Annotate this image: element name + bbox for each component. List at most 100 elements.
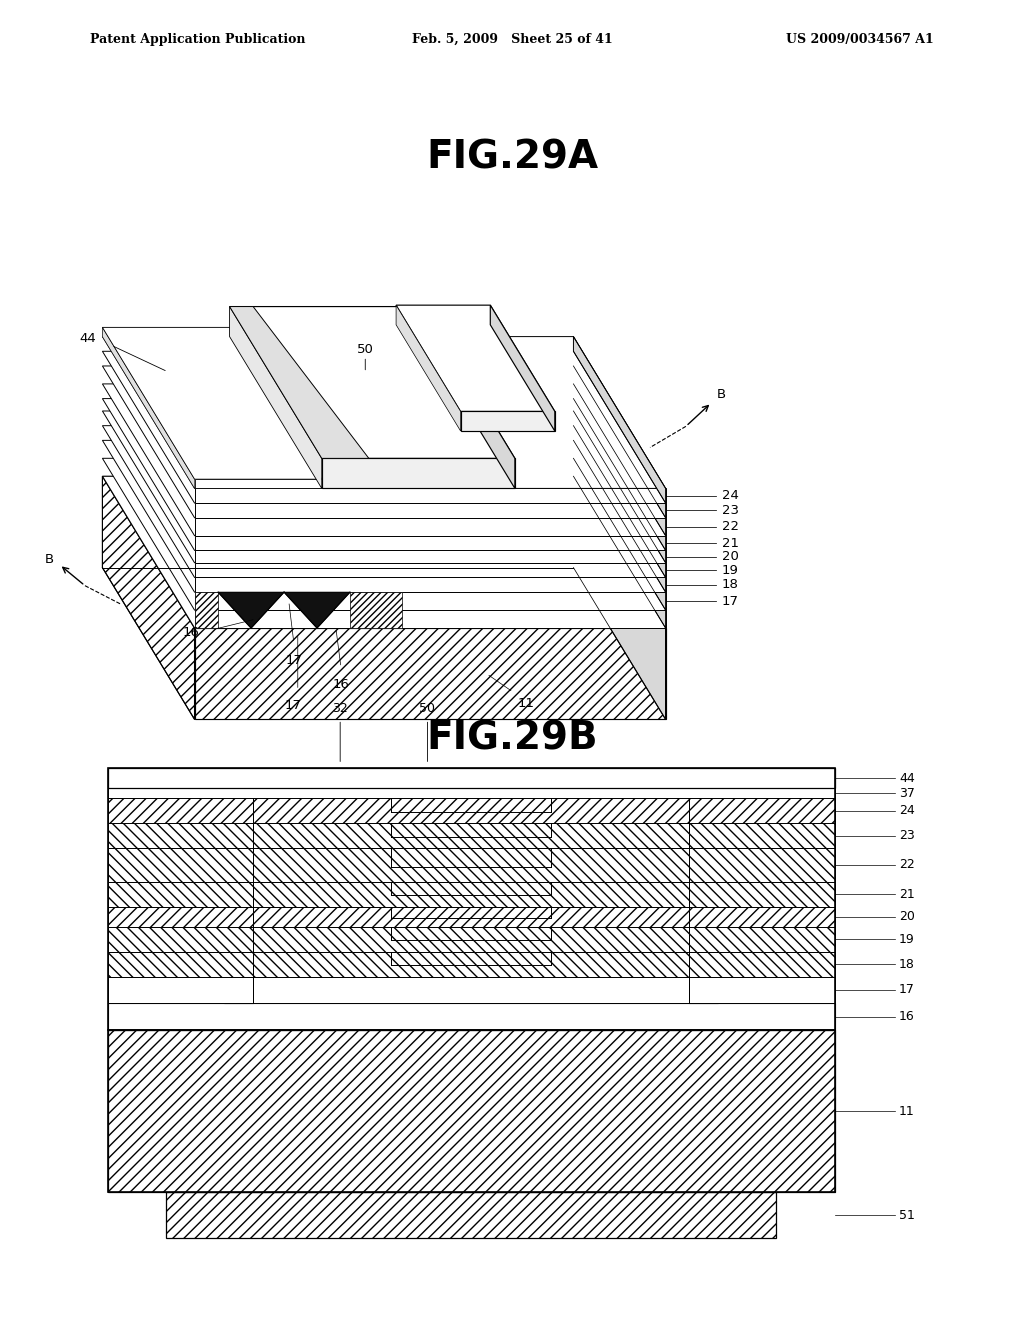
Polygon shape xyxy=(108,952,253,977)
Polygon shape xyxy=(689,952,835,977)
Text: 17: 17 xyxy=(284,700,301,713)
Polygon shape xyxy=(573,366,666,536)
Polygon shape xyxy=(229,306,515,458)
Text: Patent Application Publication: Patent Application Publication xyxy=(90,33,305,46)
Text: 19: 19 xyxy=(899,932,914,945)
Polygon shape xyxy=(102,384,666,536)
Text: 20: 20 xyxy=(899,909,915,923)
Polygon shape xyxy=(102,477,666,628)
Text: US 2009/0034567 A1: US 2009/0034567 A1 xyxy=(786,33,934,46)
Polygon shape xyxy=(108,977,253,1003)
Text: FIG.29B: FIG.29B xyxy=(426,719,598,758)
Polygon shape xyxy=(253,977,689,1003)
Text: 22: 22 xyxy=(899,858,914,871)
Bar xyxy=(108,768,835,788)
Bar xyxy=(689,989,718,1003)
Polygon shape xyxy=(108,882,253,907)
Text: 32: 32 xyxy=(333,702,348,715)
Polygon shape xyxy=(253,799,689,824)
Polygon shape xyxy=(490,305,555,432)
Polygon shape xyxy=(350,593,401,628)
Polygon shape xyxy=(102,425,666,577)
Polygon shape xyxy=(195,610,666,628)
Bar xyxy=(108,768,835,1030)
Bar xyxy=(108,788,835,799)
Polygon shape xyxy=(253,849,689,882)
Polygon shape xyxy=(229,306,322,488)
Polygon shape xyxy=(396,305,555,412)
Text: 16: 16 xyxy=(182,626,200,639)
Polygon shape xyxy=(573,411,666,577)
Polygon shape xyxy=(391,799,551,812)
Text: 23: 23 xyxy=(722,504,739,517)
Text: 21: 21 xyxy=(899,887,914,900)
Bar xyxy=(108,1030,835,1192)
Polygon shape xyxy=(573,425,666,593)
Text: B: B xyxy=(717,388,726,401)
Polygon shape xyxy=(102,399,666,550)
Polygon shape xyxy=(391,952,551,965)
Text: 16: 16 xyxy=(333,678,349,692)
Text: 18: 18 xyxy=(722,578,738,591)
Text: 51: 51 xyxy=(899,1209,915,1222)
Polygon shape xyxy=(229,306,369,458)
Text: 17: 17 xyxy=(899,983,915,997)
Polygon shape xyxy=(689,882,835,907)
Bar xyxy=(108,1003,835,1030)
Polygon shape xyxy=(195,628,666,719)
Polygon shape xyxy=(391,927,551,940)
Text: 22: 22 xyxy=(722,520,739,533)
Polygon shape xyxy=(253,952,689,977)
Polygon shape xyxy=(102,441,666,593)
Polygon shape xyxy=(253,882,689,907)
Text: 50: 50 xyxy=(420,702,435,715)
Bar xyxy=(108,1030,835,1192)
Polygon shape xyxy=(102,327,229,337)
Polygon shape xyxy=(253,824,689,849)
Text: 16: 16 xyxy=(899,1010,914,1023)
Polygon shape xyxy=(573,441,666,610)
Polygon shape xyxy=(573,399,666,562)
Polygon shape xyxy=(284,593,350,628)
Polygon shape xyxy=(195,577,666,593)
Polygon shape xyxy=(218,593,284,628)
Text: 24: 24 xyxy=(899,804,914,817)
Text: 44: 44 xyxy=(79,333,96,346)
Polygon shape xyxy=(102,366,666,517)
Polygon shape xyxy=(195,517,666,536)
Polygon shape xyxy=(689,824,835,849)
Polygon shape xyxy=(322,458,515,488)
Text: 21: 21 xyxy=(722,536,739,549)
Polygon shape xyxy=(108,849,253,882)
Polygon shape xyxy=(396,305,461,432)
Text: 24: 24 xyxy=(722,490,738,502)
Polygon shape xyxy=(391,907,551,917)
Polygon shape xyxy=(573,384,666,550)
Polygon shape xyxy=(391,882,551,895)
Polygon shape xyxy=(102,458,666,610)
Polygon shape xyxy=(195,593,666,610)
Polygon shape xyxy=(573,458,666,628)
Polygon shape xyxy=(102,337,666,488)
Text: 17: 17 xyxy=(722,594,739,607)
Text: 18: 18 xyxy=(899,957,915,970)
Polygon shape xyxy=(689,927,835,952)
Polygon shape xyxy=(391,849,551,866)
Polygon shape xyxy=(423,306,515,488)
Text: B: B xyxy=(45,553,54,566)
Polygon shape xyxy=(195,562,666,577)
Polygon shape xyxy=(108,907,253,927)
Polygon shape xyxy=(102,477,195,719)
Polygon shape xyxy=(253,907,689,927)
Polygon shape xyxy=(689,977,835,1003)
Polygon shape xyxy=(573,477,666,719)
Polygon shape xyxy=(108,799,253,824)
Polygon shape xyxy=(195,479,322,488)
Polygon shape xyxy=(108,824,253,849)
Polygon shape xyxy=(391,824,551,837)
Text: 44: 44 xyxy=(899,772,914,784)
Text: 20: 20 xyxy=(722,550,738,564)
Polygon shape xyxy=(195,503,666,517)
Polygon shape xyxy=(253,927,689,952)
Text: 50: 50 xyxy=(356,343,374,356)
